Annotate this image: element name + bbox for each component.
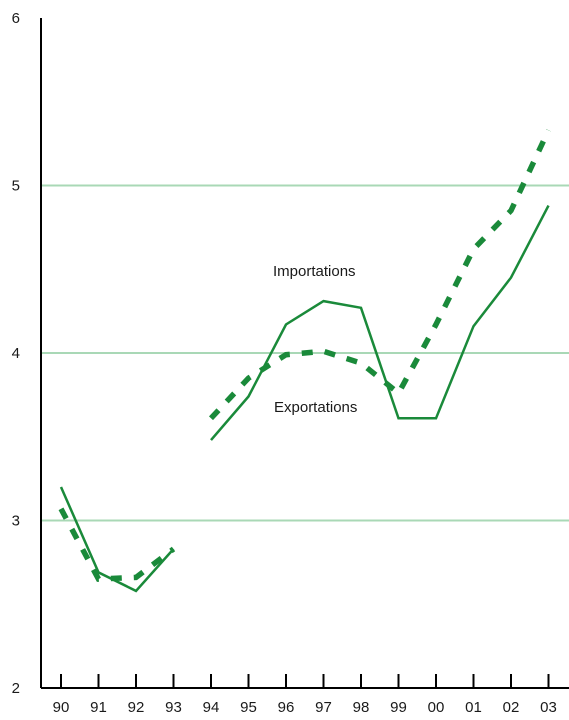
x-tick-label: 02 <box>503 699 520 716</box>
y-tick-label: 4 <box>12 345 20 362</box>
series-line-exportations <box>58 507 176 582</box>
series-layer <box>58 129 551 593</box>
x-tick-label: 94 <box>203 699 220 716</box>
x-tick-label: 92 <box>128 699 145 716</box>
y-axis-ticks: 2 3 4 5 6 <box>12 10 20 697</box>
x-tick-label: 00 <box>428 699 445 716</box>
x-tick-label: 93 <box>165 699 182 716</box>
annotation-exportations: Exportations <box>274 399 357 416</box>
annotation-importations: Importations <box>273 263 356 280</box>
x-tick-label: 99 <box>390 699 407 716</box>
y-tick-label: 5 <box>12 178 20 195</box>
series-line-importations <box>59 486 175 593</box>
x-tick-label: 97 <box>315 699 332 716</box>
x-tick-label: 91 <box>90 699 107 716</box>
y-tick-label: 2 <box>12 680 20 697</box>
x-axis-ticks: 90 91 92 93 94 95 96 97 98 99 00 01 02 03 <box>53 674 557 716</box>
x-tick-label: 03 <box>540 699 557 716</box>
series-line-importations <box>210 205 550 441</box>
y-tick-label: 6 <box>12 10 20 27</box>
x-tick-label: 95 <box>240 699 257 716</box>
x-tick-label: 01 <box>465 699 482 716</box>
x-tick-label: 90 <box>53 699 70 716</box>
y-tick-label: 3 <box>12 513 20 530</box>
x-tick-label: 96 <box>278 699 295 716</box>
series-line-exportations <box>208 129 551 421</box>
x-tick-label: 98 <box>353 699 370 716</box>
